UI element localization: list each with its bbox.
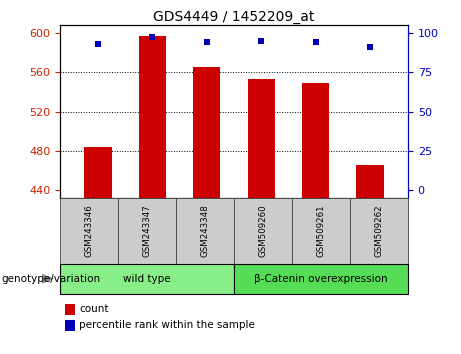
Bar — [84, 147, 112, 198]
Bar — [356, 165, 384, 198]
Point — [312, 39, 319, 45]
Point — [149, 35, 156, 40]
Bar — [139, 36, 166, 198]
Bar — [193, 67, 220, 198]
Text: GSM509260: GSM509260 — [259, 205, 267, 257]
Point — [95, 41, 102, 46]
Bar — [302, 83, 329, 198]
Text: wild type: wild type — [123, 274, 171, 284]
Text: GSM243347: GSM243347 — [142, 205, 152, 257]
Text: GSM509262: GSM509262 — [374, 205, 384, 257]
Text: percentile rank within the sample: percentile rank within the sample — [79, 320, 255, 330]
Title: GDS4449 / 1452209_at: GDS4449 / 1452209_at — [153, 10, 315, 24]
Bar — [248, 79, 275, 198]
Text: genotype/variation: genotype/variation — [1, 274, 100, 284]
Text: GSM243346: GSM243346 — [84, 205, 94, 257]
Point — [257, 38, 265, 44]
Point — [203, 39, 211, 45]
Point — [366, 44, 373, 50]
Text: GSM243348: GSM243348 — [201, 205, 209, 257]
Text: count: count — [79, 304, 109, 314]
Text: GSM509261: GSM509261 — [316, 205, 325, 257]
Text: β-Catenin overexpression: β-Catenin overexpression — [254, 274, 388, 284]
